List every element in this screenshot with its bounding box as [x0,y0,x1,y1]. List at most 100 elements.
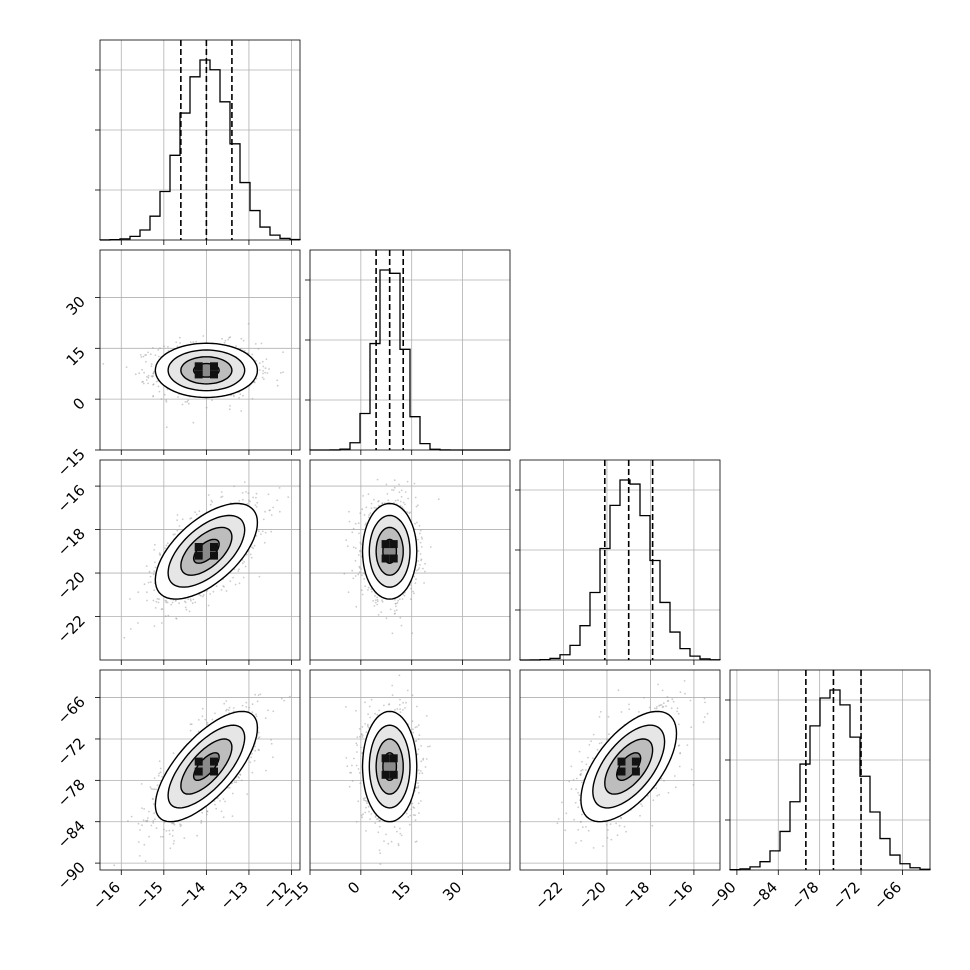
scatter-point [409,598,412,601]
scatter-point [237,570,240,572]
scatter-point [415,505,418,508]
scatter-point [251,753,253,755]
scatter-point [351,531,354,534]
scatter-point [254,343,257,345]
scatter-point [220,810,223,813]
scatter-point [404,503,406,506]
scatter-point [243,481,246,483]
scatter-point [419,564,421,566]
scatter-point [347,591,350,594]
scatter-point [129,628,132,630]
scatter-point [242,498,244,501]
scatter-point [279,372,282,374]
scatter-point [154,354,157,356]
scatter-point [272,506,274,509]
scatter-point [166,601,169,604]
scatter-point [190,723,193,726]
scatter-point [392,489,395,491]
scatter-point [255,534,258,537]
scatter-point [400,489,403,492]
scatter-point [234,583,237,586]
scatter-point [363,514,366,516]
scatter-point [264,367,267,370]
scatter-point [362,813,364,816]
scatter-point [214,803,216,806]
scatter-point [365,731,368,733]
scatter-point [129,598,131,600]
scatter-point [247,492,250,494]
scatter-point [168,833,171,835]
panel-hist-1 [305,249,511,451]
scatter-point [153,788,156,791]
scatter-point [154,566,157,569]
scatter-point [359,550,361,553]
scatter-point [411,802,414,805]
scatter-point [198,510,201,513]
scatter-point [159,554,161,556]
scatter-point [352,577,355,580]
scatter-point [363,578,365,580]
scatter-point [367,586,370,589]
scatter-point [254,504,257,506]
scatter-point [368,810,370,813]
scatter-point [169,847,172,850]
scatter-point [255,496,257,499]
scatter-point [161,608,164,610]
scatter-point [225,590,228,592]
scatter-point [402,501,405,504]
scatter-point [361,734,364,736]
scatter-point [361,508,364,511]
scatter-point [255,506,258,508]
scatter-point [152,803,155,805]
scatter-point [202,594,205,596]
density-block [389,540,398,549]
scatter-point [276,499,279,502]
scatter-point [270,742,273,745]
scatter-point [256,501,259,504]
panel-2d-1-2 [309,459,511,661]
scatter-point [404,707,406,709]
scatter-point [206,721,209,724]
scatter-point [130,815,133,818]
scatter-point [374,712,376,715]
scatter-point [141,807,143,809]
scatter-point [397,499,399,502]
scatter-point [232,394,235,396]
panel-frame [99,249,301,451]
scatter-point [202,595,204,598]
scatter-point [259,693,262,696]
scatter-point [189,598,192,601]
scatter-point [370,502,373,505]
scatter-point [215,807,218,810]
scatter-point [102,363,105,365]
panel-2d-0-2 [99,459,301,661]
scatter-point [206,810,209,813]
scatter-point [137,822,140,825]
scatter-point [176,345,179,348]
density-block [210,767,218,776]
density-block [381,554,390,563]
scatter-point [400,624,403,627]
scatter-point [406,511,409,514]
scatter-point [396,602,399,604]
scatter-point [165,600,168,603]
scatter-point [251,703,254,706]
scatter-point [201,715,204,718]
scatter-point [351,569,354,572]
scatter-point [252,547,255,550]
scatter-point [377,831,380,834]
scatter-point [167,345,169,348]
scatter-point [194,601,197,604]
scatter-point [254,693,256,696]
scatter-point [165,544,168,547]
scatter-point [362,495,364,497]
scatter-point [195,513,198,516]
scatter-point [224,339,227,342]
scatter-point [171,822,173,825]
scatter-point [157,601,160,604]
scatter-point [224,800,226,803]
scatter-point [417,568,420,571]
scatter-point [381,600,384,603]
scatter-point [138,855,141,857]
